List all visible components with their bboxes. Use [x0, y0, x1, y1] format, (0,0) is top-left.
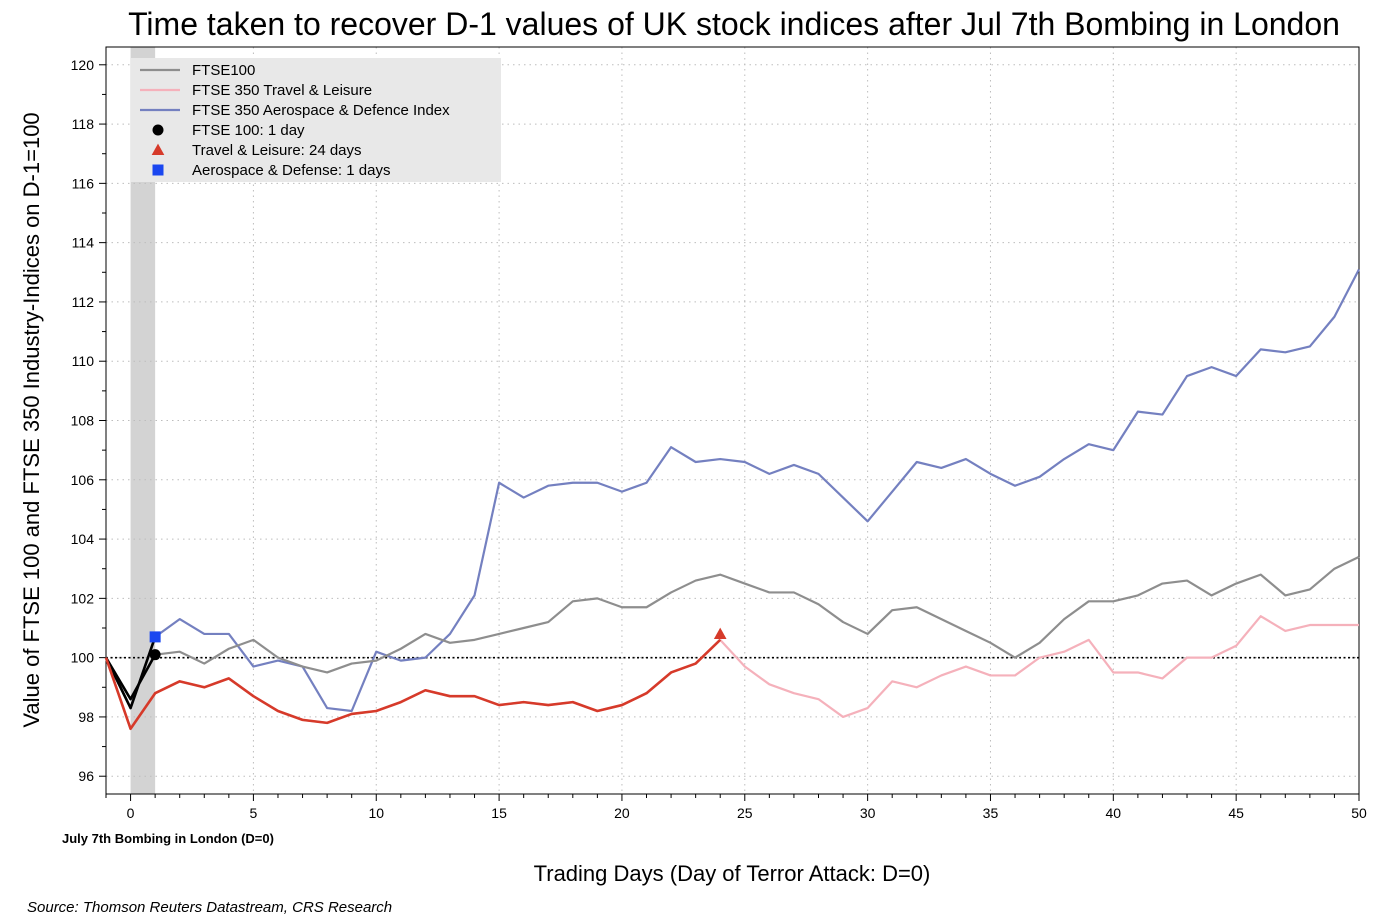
- chart-title: Time taken to recover D-1 values of UK s…: [128, 6, 1340, 42]
- recovery-markers: [149, 627, 727, 661]
- x-tick-label: 5: [250, 805, 258, 821]
- source-note: Source: Thomson Reuters Datastream, CRS …: [27, 899, 393, 916]
- y-tick-label: 100: [71, 650, 95, 666]
- series-line: [104, 615, 1359, 730]
- y-tick-label: 114: [72, 235, 95, 251]
- series-ftse100: [104, 555, 1360, 701]
- series-ftse-350-travel-leisure: [104, 615, 1359, 731]
- legend-label: Aerospace & Defense: 1 days: [192, 162, 390, 179]
- x-tick-label: 35: [983, 805, 999, 821]
- legend: FTSE100 FTSE 350 Travel & Leisure FTSE 350…: [131, 58, 501, 182]
- legend-marker-square: [152, 164, 164, 176]
- y-tick-label: 116: [72, 175, 95, 191]
- x-tick-label: 25: [737, 805, 753, 821]
- y-tick-label: 98: [78, 709, 94, 725]
- legend-box: [131, 58, 501, 182]
- legend-label: FTSE100: [192, 62, 255, 79]
- series-recovery-segment: [104, 636, 157, 710]
- series-recovery-segment: [104, 638, 722, 731]
- y-tick-label: 102: [71, 590, 95, 606]
- y-tick-label: 120: [71, 57, 95, 73]
- x-tick-label: 15: [491, 805, 507, 821]
- y-tick-label: 118: [72, 116, 95, 132]
- legend-marker-circle: [152, 124, 164, 136]
- x-axis-label: Trading Days (Day of Terror Attack: D=0): [533, 861, 931, 886]
- x-tick-label: 10: [368, 805, 384, 821]
- series-recovery-segment: [104, 654, 157, 701]
- y-tick-label: 108: [71, 413, 95, 429]
- recovery-marker-circle: [149, 649, 161, 661]
- x-tick-label: 45: [1228, 805, 1244, 821]
- recovery-marker-triangle: [713, 627, 727, 639]
- x-tick-label: 30: [860, 805, 876, 821]
- y-axis: 96 98 100 102 104 106 108 110 112 114 116 118 120: [71, 57, 106, 784]
- y-tick-label: 112: [72, 294, 95, 310]
- legend-marker-triangle: [151, 143, 165, 156]
- legend-label: FTSE 350 Aerospace & Defence Index: [192, 102, 450, 119]
- x-axis: 0 5 10 15 20 25 30 35 40 45 50: [105, 794, 1367, 821]
- y-tick-label: 110: [72, 353, 95, 369]
- x-tick-label: 40: [1106, 805, 1122, 821]
- legend-label: FTSE 350 Travel & Leisure: [192, 82, 372, 99]
- series-line: [105, 268, 1360, 713]
- series-ftse-350-aerospace-defence-index: [104, 268, 1360, 713]
- x-tick-label: 20: [614, 805, 630, 821]
- y-tick-label: 106: [71, 472, 95, 488]
- legend-label: FTSE 100: 1 day: [192, 122, 305, 139]
- event-note: July 7th Bombing in London (D=0): [62, 831, 274, 846]
- y-tick-label: 104: [71, 531, 95, 547]
- series-line: [105, 555, 1360, 701]
- recovery-marker-square: [149, 631, 161, 643]
- x-tick-label: 50: [1351, 805, 1367, 821]
- legend-label: Travel & Leisure: 24 days: [192, 142, 362, 159]
- x-tick-label: 0: [127, 805, 135, 821]
- y-tick-label: 96: [78, 768, 94, 784]
